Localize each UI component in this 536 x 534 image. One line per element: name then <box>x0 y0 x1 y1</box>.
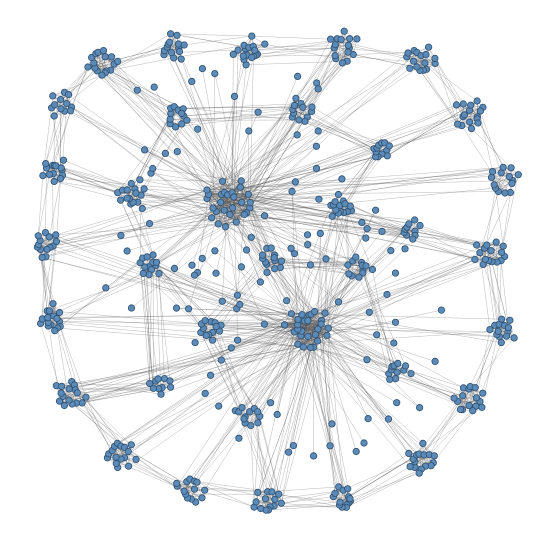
edges-layer <box>37 31 518 510</box>
network-graph <box>0 0 536 534</box>
nodes-layer <box>34 28 521 513</box>
